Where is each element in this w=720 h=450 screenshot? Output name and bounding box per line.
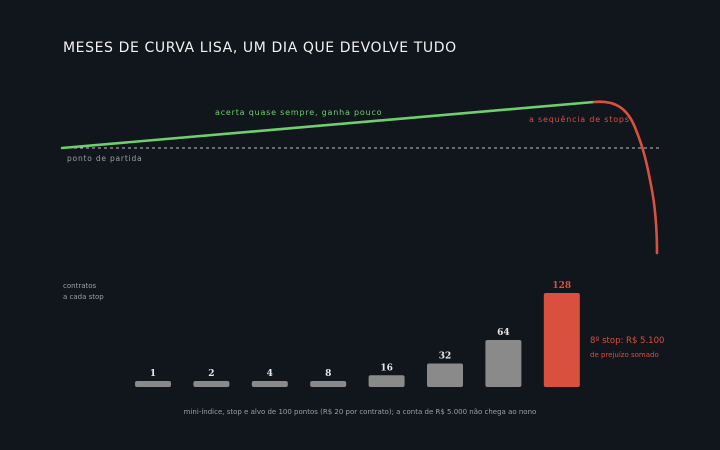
bar-value-label: 4 — [267, 369, 273, 379]
footnote: mini-índice, stop e alvo de 100 pontos (… — [184, 408, 537, 416]
bar-128 — [543, 293, 580, 387]
bar-2 — [193, 381, 230, 387]
highlight-label-line2: de prejuízo somado — [590, 351, 659, 359]
bar-32 — [427, 363, 463, 387]
bar-value-label: 128 — [552, 281, 571, 291]
bar-4 — [251, 381, 288, 387]
bar-value-label: 2 — [208, 369, 214, 379]
bar-value-label: 1 — [150, 369, 156, 379]
equity-gain-line — [60, 100, 596, 150]
bar-1 — [135, 381, 171, 387]
bar-8 — [310, 381, 347, 387]
bar-value-label: 32 — [439, 352, 452, 362]
bar-16 — [368, 375, 405, 387]
gain-label: acerta quase sempre, ganha pouco — [215, 108, 382, 117]
bars-group: 1 2 4 8 16 32 64 128 — [135, 281, 580, 387]
bar-value-label: 64 — [497, 328, 510, 338]
baseline-label: ponto de partida — [67, 154, 142, 163]
bar-value-label: 16 — [380, 363, 393, 373]
bars-axis-label-line2: a cada stop — [63, 293, 104, 301]
bar-64 — [485, 340, 522, 387]
chart-title: MESES DE CURVA LISA, UM DIA QUE DEVOLVE … — [63, 40, 457, 56]
equity-loss-line — [592, 100, 659, 255]
loss-label: a sequência de stops — [529, 114, 630, 124]
highlight-label-line1: 8º stop: R$ 5.100 — [590, 336, 664, 346]
bar-value-label: 8 — [325, 369, 331, 379]
bars-axis-label-line1: contratos — [63, 282, 97, 290]
